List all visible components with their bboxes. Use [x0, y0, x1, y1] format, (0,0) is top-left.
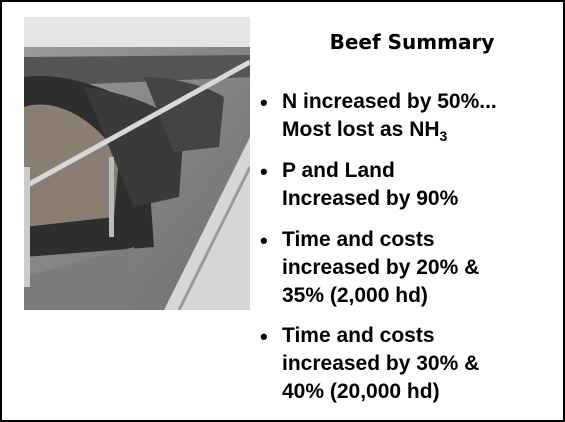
bullet-text: N increased by 50%... [282, 90, 497, 114]
text-run: 40% (20,000 hd) [282, 380, 440, 403]
bullet-text: Increased by 90% [282, 187, 458, 211]
text-run: Most lost as NH [282, 118, 440, 141]
bullet-text: Time and costs [282, 228, 435, 252]
bullet-text: increased by 30% & [282, 352, 479, 376]
text-run: N increased by 50%... [282, 90, 497, 113]
bullet-dot: • [260, 324, 268, 349]
slide-title: Beef Summary [329, 30, 495, 54]
text-run: increased by 30% & [282, 352, 480, 375]
text-run: P and Land [282, 159, 395, 182]
bullet-dot: • [260, 228, 268, 253]
bullet-dot: • [260, 90, 268, 115]
text-run: Time and costs [282, 228, 435, 251]
text-run: 35% (2,000 hd) [282, 284, 428, 307]
bullet-text: P and Land [282, 159, 395, 183]
feedlot-photo [24, 17, 250, 310]
bullet-text: Most lost as NH3 [282, 118, 447, 148]
bullet-text: increased by 20% & [282, 256, 479, 280]
text-run: increased by 20% & [282, 256, 480, 279]
bullet-text: Time and costs [282, 324, 435, 348]
bullet-text: 40% (20,000 hd) [282, 380, 440, 404]
bullet-text: 35% (2,000 hd) [282, 284, 428, 308]
text-run: Increased by 90% [282, 187, 459, 210]
bullet-dot: • [260, 159, 268, 184]
subscript: 3 [439, 128, 448, 144]
text-run: Time and costs [282, 324, 435, 347]
